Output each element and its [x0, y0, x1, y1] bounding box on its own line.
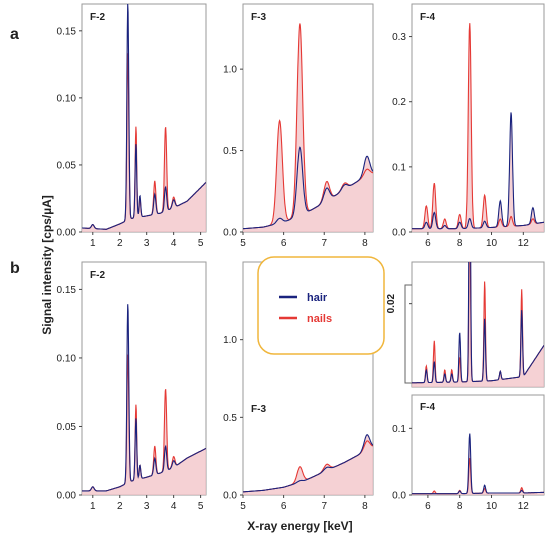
- y-tick-label: 0.10: [57, 353, 77, 364]
- y-tick-label: 0.10: [57, 93, 77, 104]
- series-hair-line: [82, 304, 206, 492]
- y-tick-label: 0.1: [392, 162, 406, 173]
- x-tick-label: 5: [198, 501, 204, 512]
- xlabel: X-ray energy [keV]: [247, 519, 352, 533]
- y-tick-label: 0.0: [223, 228, 237, 239]
- x-tick-label: 8: [362, 238, 368, 249]
- y-tick-label: 0.3: [392, 32, 406, 43]
- plot-area: [412, 262, 544, 387]
- panel-title: F-4: [420, 12, 435, 23]
- inset-bracket-line: [404, 284, 412, 384]
- figure-labels: Signal intensity [cps/µA] X-ray energy […: [10, 26, 353, 533]
- x-tick-label: 4: [171, 501, 177, 512]
- panel-title: F-3: [251, 12, 266, 23]
- y-tick-label: 0.5: [223, 413, 237, 424]
- ylabel: Signal intensity [cps/µA]: [40, 195, 54, 335]
- chart-a-F2: 1 2 3 4 5 0.00 0.05 0.10 0.15 F-2: [57, 3, 207, 249]
- plot-area: [412, 433, 544, 495]
- y-tick-label: 0.15: [57, 285, 77, 296]
- x-tick-label: 1: [90, 501, 96, 512]
- chart-b-F4: 6 8 10 12 0.0 0.1 F-4: [392, 394, 545, 512]
- legend-box: [257, 256, 385, 355]
- x-tick-label: 6: [281, 238, 287, 249]
- series-hair-line: [82, 4, 206, 230]
- y-tick-label: 0.1: [392, 424, 406, 435]
- x-tick-label: 5: [240, 501, 246, 512]
- x-tick-label: 5: [198, 238, 204, 249]
- plot-frame: [81, 3, 207, 233]
- inset-bracket: [404, 284, 412, 384]
- x-tick-label: 6: [425, 238, 431, 249]
- x-tick-label: 7: [321, 501, 327, 512]
- x-tick-label: 10: [486, 501, 498, 512]
- y-tick-label: 0.5: [223, 146, 237, 157]
- panel-title: F-2: [90, 270, 105, 281]
- panel-title: F-4: [420, 402, 435, 413]
- y-tick-label: 0.0: [392, 228, 406, 239]
- x-tick-label: 2: [117, 238, 123, 249]
- panel-title: F-3: [251, 404, 266, 415]
- spectrum-shading: [412, 262, 544, 387]
- plot-area: [243, 434, 373, 495]
- plot-frame: [411, 261, 545, 388]
- y-tick-label: 1.0: [223, 335, 237, 346]
- chart-a-F4: 6 8 10 12 0.0 0.1 0.2 0.3 F-4: [392, 3, 545, 249]
- panel-title: F-2: [90, 12, 105, 23]
- x-tick-label: 8: [362, 501, 368, 512]
- y-tick-label: 1.0: [223, 65, 237, 76]
- y-tick-label: 0.15: [57, 26, 77, 37]
- spectrum-shading: [243, 23, 373, 232]
- y-tick-label: 0.0: [223, 491, 237, 502]
- y-tick-label: 0.02: [386, 293, 397, 313]
- x-tick-label: 8: [457, 501, 463, 512]
- series-hair-line: [412, 262, 544, 384]
- series-hair-line: [243, 146, 373, 230]
- spectrum-shading: [412, 23, 544, 232]
- series-hair-line: [243, 434, 373, 493]
- y-tick-label: 0.00: [57, 491, 77, 502]
- x-tick-label: 8: [457, 238, 463, 249]
- plot-frame: [411, 394, 545, 496]
- legend-hair-label: hair: [307, 292, 328, 304]
- x-tick-label: 4: [171, 238, 177, 249]
- x-tick-label: 7: [321, 238, 327, 249]
- plot-frame: [411, 3, 545, 233]
- series-hair-line: [412, 433, 544, 495]
- chart-a-F3: 5 6 7 8 0.0 0.5 1.0 F-3: [223, 3, 374, 249]
- y-tick-label: 0.00: [57, 228, 77, 239]
- plot-area: [82, 4, 206, 232]
- row-label-b: b: [10, 260, 20, 277]
- x-tick-label: 12: [518, 238, 530, 249]
- x-tick-label: 12: [518, 501, 530, 512]
- spectrum-shading: [82, 304, 206, 495]
- y-tick-label: 0.05: [57, 160, 77, 171]
- series-hair-line: [412, 112, 544, 230]
- plot-area: [243, 23, 373, 232]
- x-tick-label: 3: [144, 238, 150, 249]
- chart-b-F4-inset: 0.02: [386, 261, 545, 388]
- row-label-a: a: [10, 26, 19, 43]
- legend: hair nails: [257, 256, 385, 355]
- plot-frame: [81, 261, 207, 496]
- x-tick-label: 6: [281, 501, 287, 512]
- x-tick-label: 6: [425, 501, 431, 512]
- chart-panels: 1 2 3 4 50.000.050.100.15F-25 6 7 80.00.51.0F-3…: [57, 3, 545, 512]
- y-tick-label: 0.0: [392, 491, 406, 502]
- x-tick-label: 2: [117, 501, 123, 512]
- spectrum-shading: [243, 434, 373, 495]
- x-tick-label: 3: [144, 501, 150, 512]
- legend-nails-label: nails: [307, 313, 332, 325]
- chart-b-F2: 1 2 3 4 5 0.00 0.05 0.10 0.15 F-2: [57, 261, 207, 512]
- x-tick-label: 10: [486, 238, 498, 249]
- x-tick-label: 1: [90, 238, 96, 249]
- x-tick-label: 5: [240, 238, 246, 249]
- plot-area: [82, 304, 206, 495]
- spectrum-shading: [82, 4, 206, 232]
- y-tick-label: 0.05: [57, 422, 77, 433]
- y-tick-label: 0.2: [392, 97, 406, 108]
- plot-area: [412, 23, 544, 232]
